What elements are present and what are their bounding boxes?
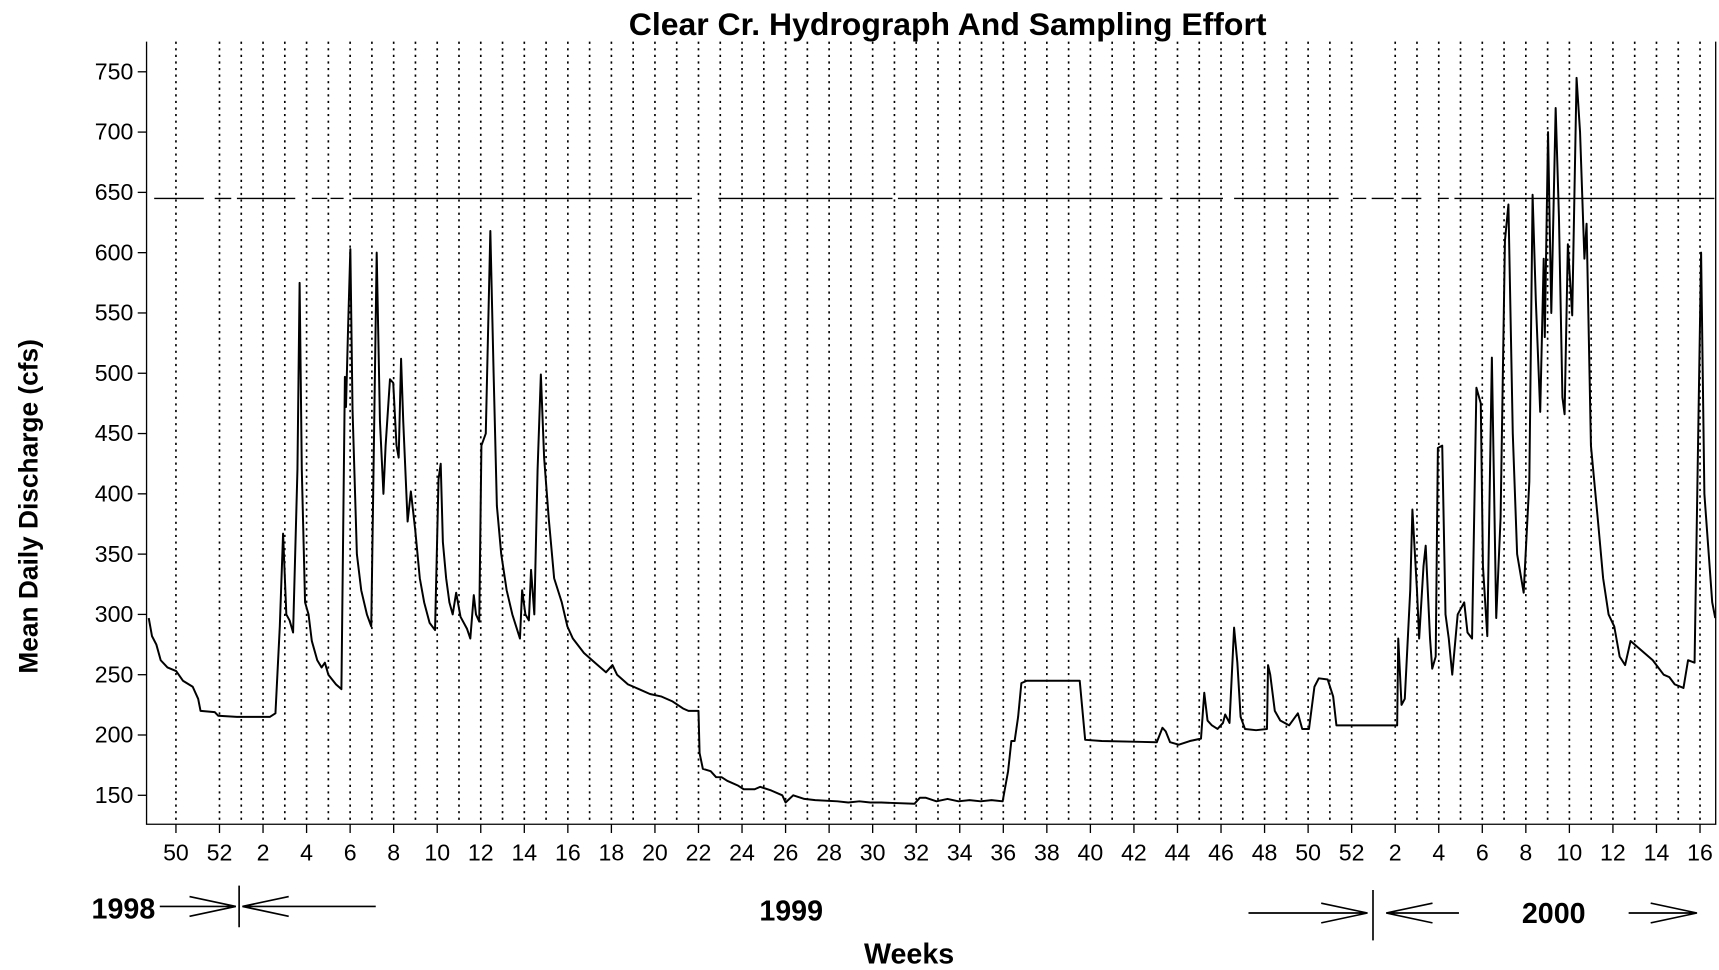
y-tick-label: 150 [95, 782, 134, 808]
y-tick-label: 550 [95, 300, 134, 326]
year-label: 1999 [759, 896, 823, 928]
y-tick-label: 700 [95, 119, 134, 145]
y-tick-label: 350 [95, 541, 134, 567]
x-tick-label: 38 [1034, 839, 1060, 865]
x-tick-label: 50 [1295, 839, 1321, 865]
y-axis-label: Mean Daily Discharge (cfs) [13, 339, 43, 674]
x-tick-label: 36 [990, 839, 1016, 865]
x-tick-label: 34 [947, 839, 973, 865]
x-tick-label: 22 [686, 839, 712, 865]
x-tick-label: 52 [1339, 839, 1365, 865]
x-tick-label: 10 [424, 839, 450, 865]
x-tick-label: 46 [1208, 839, 1234, 865]
x-tick-label: 16 [1687, 839, 1713, 865]
x-tick-label: 2 [1389, 839, 1402, 865]
x-tick-label: 8 [387, 839, 400, 865]
x-tick-label: 18 [599, 839, 625, 865]
arrow [242, 895, 376, 918]
x-axis-label: Weeks [864, 938, 954, 970]
x-tick-label: 12 [1600, 839, 1626, 865]
y-tick-label: 250 [95, 661, 134, 687]
hydrograph-line [147, 76, 1717, 805]
year-label: 1998 [92, 894, 156, 926]
y-tick-label: 200 [95, 722, 134, 748]
arrow [1248, 902, 1368, 924]
arrow [1386, 902, 1459, 924]
x-tick-label: 24 [729, 839, 755, 865]
x-tick-label: 32 [903, 839, 929, 865]
year-label: 2000 [1522, 898, 1586, 930]
x-tick-label: 6 [1476, 839, 1489, 865]
x-tick-label: 26 [773, 839, 799, 865]
y-tick-label: 450 [95, 420, 134, 446]
x-tick-label: 14 [511, 839, 537, 865]
arrow [1628, 902, 1698, 924]
x-tick-label: 44 [1165, 839, 1191, 865]
x-tick-label: 14 [1644, 839, 1670, 865]
x-tick-label: 30 [860, 839, 886, 865]
y-tick-label: 750 [95, 59, 134, 85]
x-tick-label: 8 [1519, 839, 1532, 865]
chart-title: Clear Cr. Hydrograph And Sampling Effort [629, 6, 1267, 42]
x-tick-label: 40 [1078, 839, 1104, 865]
x-tick-label: 42 [1121, 839, 1147, 865]
y-tick-label: 400 [95, 481, 134, 507]
x-tick-label: 50 [163, 839, 189, 865]
x-tick-label: 48 [1252, 839, 1278, 865]
x-tick-label: 4 [1432, 839, 1445, 865]
x-tick-label: 12 [468, 839, 494, 865]
x-tick-label: 10 [1557, 839, 1583, 865]
x-tick-label: 16 [555, 839, 581, 865]
y-tick-label: 300 [95, 601, 134, 627]
x-tick-label: 28 [816, 839, 842, 865]
arrow [159, 895, 236, 918]
x-tick-label: 4 [300, 839, 313, 865]
x-tick-label: 2 [257, 839, 270, 865]
x-tick-label: 20 [642, 839, 668, 865]
y-tick-label: 500 [95, 360, 134, 386]
y-tick-label: 650 [95, 179, 134, 205]
y-tick-label: 600 [95, 239, 134, 265]
year-arrows [159, 885, 1698, 941]
x-tick-label: 6 [344, 839, 357, 865]
x-tick-label: 52 [207, 839, 233, 865]
